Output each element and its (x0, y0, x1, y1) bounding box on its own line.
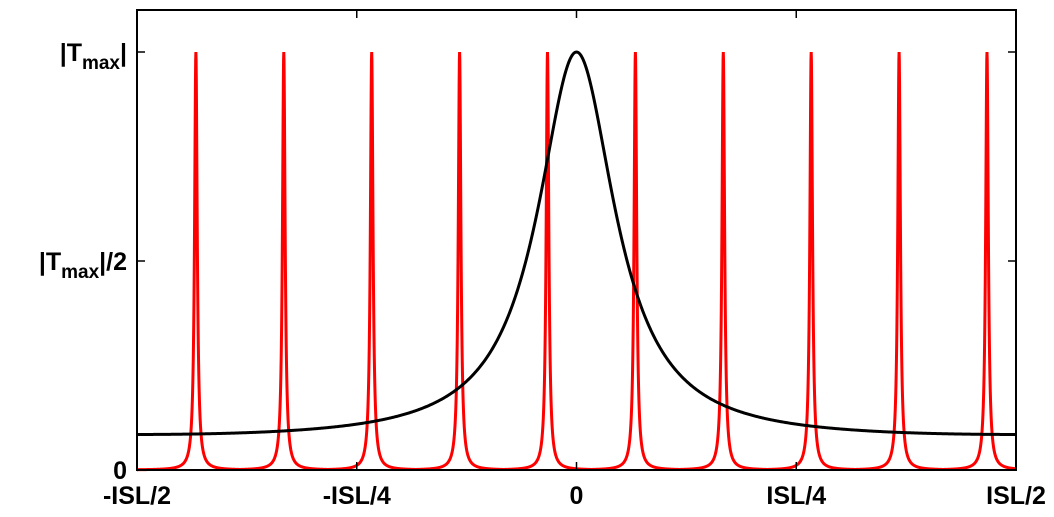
xtick-label-0: -ISL/2 (103, 482, 171, 510)
ytick-label-1: |Tmax|/2 (39, 248, 127, 283)
series-layer (137, 50, 1017, 472)
xtick-label-4: ISL/2 (986, 482, 1046, 510)
xtick-label-2: 0 (570, 482, 584, 510)
xtick-label-3: ISL/4 (766, 482, 826, 510)
ytick-label-0: 0 (113, 457, 127, 485)
xtick-label-1: -ISL/4 (323, 482, 391, 510)
plot-frame (136, 9, 1017, 471)
ytick-label-2: |Tmax| (60, 39, 127, 74)
labels-layer: -ISL/2 -ISL/4 0 ISL/4 ISL/2 0 |Tmax|/2 |Tmax| (39, 39, 1046, 510)
ticks-layer (136, 10, 1017, 471)
series-red-comb (137, 51, 1017, 472)
series-black-airy (137, 50, 1016, 436)
